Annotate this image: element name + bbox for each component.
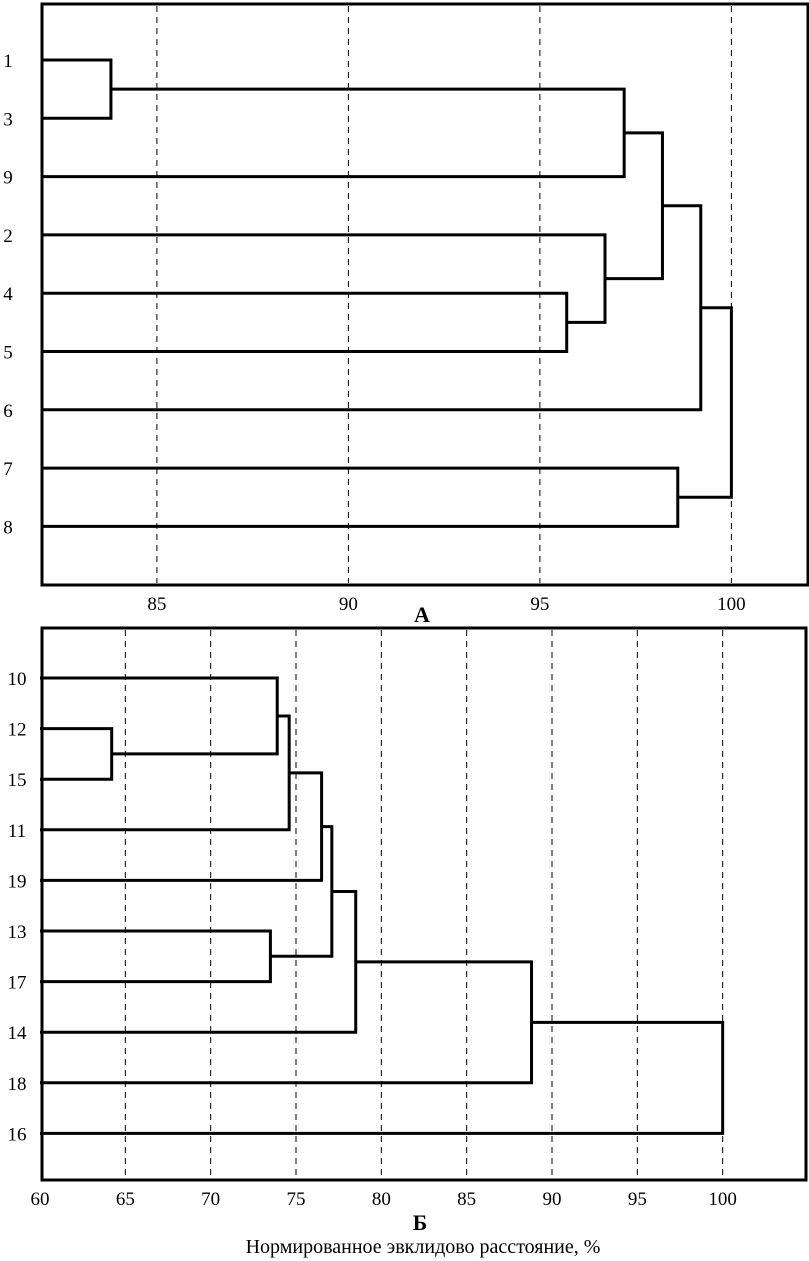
leaf-label-1: 1	[3, 51, 13, 72]
x-axis-title: Нормированное эвклидово расстояние, %	[246, 1236, 601, 1258]
leaf-label-14: 14	[8, 1023, 28, 1044]
merge-link-12_15	[40, 727, 114, 781]
x-tick-label-90: 90	[339, 594, 358, 615]
merge-link-13_17	[40, 929, 272, 984]
x-tick-label-90: 90	[543, 1189, 562, 1210]
x-tick-label-95: 95	[530, 594, 549, 615]
leaf-label-17: 17	[8, 973, 27, 994]
merge-link-10-12-15-11-19-13-17-14_18	[40, 960, 534, 1085]
merge-link-10-12-15-11-19-13-17_14	[40, 889, 358, 1034]
x-tick-label-75: 75	[287, 1189, 306, 1210]
merge-link-7_8	[42, 466, 680, 528]
merge-link-1_3	[42, 58, 113, 120]
leaf-label-4: 4	[3, 284, 13, 305]
leaf-label-13: 13	[8, 922, 27, 943]
leaf-label-16: 16	[8, 1124, 27, 1145]
x-tick-label-65: 65	[116, 1189, 135, 1210]
panel-label-b: Б	[413, 1210, 428, 1235]
leaf-label-5: 5	[3, 343, 13, 364]
merge-link-1-3_9	[42, 87, 626, 179]
leaf-label-8: 8	[3, 517, 13, 538]
x-tick-label-85: 85	[147, 594, 166, 615]
leaf-label-3: 3	[3, 109, 13, 130]
leaf-label-18: 18	[8, 1074, 27, 1095]
merge-link-4_5	[42, 291, 569, 353]
leaf-label-11: 11	[8, 821, 26, 842]
merge-link-1-3-9-2-4-5-6_7-8	[677, 306, 733, 499]
panel-label-a: А	[414, 602, 430, 627]
merge-link-10-12-15_11	[40, 714, 291, 832]
x-tick-label-100: 100	[708, 1189, 737, 1210]
leaf-label-2: 2	[3, 226, 13, 247]
leaf-label-19: 19	[8, 871, 27, 892]
x-tick-label-80: 80	[372, 1189, 391, 1210]
leaf-label-12: 12	[8, 720, 27, 741]
merge-link-10-12-15-11-19-13-17-14-18_16	[40, 1020, 725, 1135]
merge-link-2_4-5	[42, 233, 607, 324]
x-tick-label-100: 100	[717, 594, 746, 615]
leaf-label-7: 7	[3, 459, 13, 480]
leaf-label-9: 9	[3, 168, 13, 189]
x-tick-label-70: 70	[201, 1189, 220, 1210]
leaf-label-15: 15	[8, 770, 27, 791]
plot-frame-b	[40, 626, 808, 1182]
merge-link-1-3-9_2-4-5	[605, 131, 664, 281]
x-tick-label-95: 95	[628, 1189, 647, 1210]
merge-link-10-12-15-11_19	[40, 771, 324, 882]
leaf-label-6: 6	[3, 401, 13, 422]
x-tick-label-85: 85	[457, 1189, 476, 1210]
leaf-label-10: 10	[8, 669, 27, 690]
merge-link-10_12-15	[40, 676, 279, 756]
x-tick-label-60: 60	[31, 1189, 50, 1210]
